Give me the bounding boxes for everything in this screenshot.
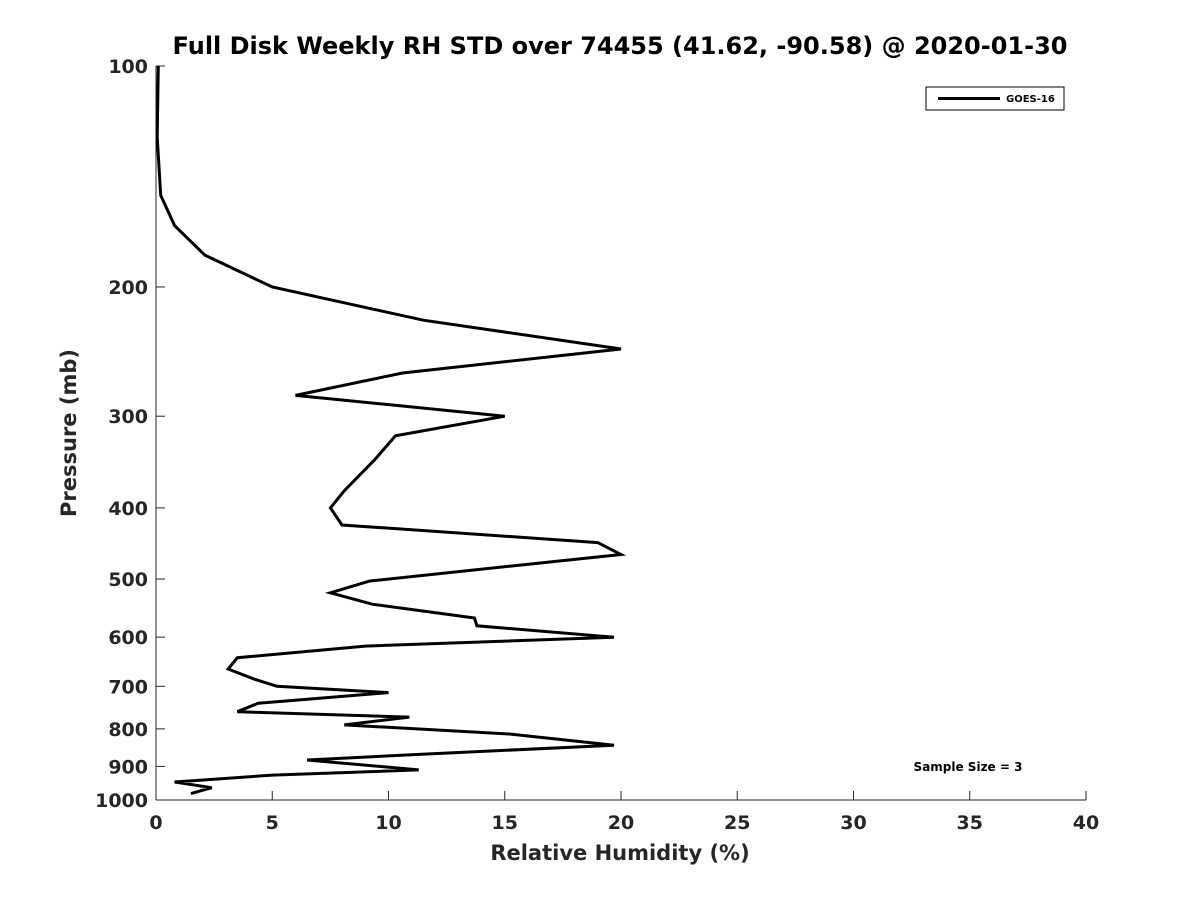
x-tick-label: 15 — [492, 812, 518, 834]
legend-entry-goes-16: GOES-16 — [1006, 94, 1055, 105]
x-tick-label: 30 — [840, 812, 866, 834]
x-tick-label: 35 — [957, 812, 983, 834]
y-tick-label: 900 — [108, 756, 148, 778]
y-tick-label: 800 — [108, 719, 148, 741]
chart-title: Full Disk Weekly RH STD over 74455 (41.6… — [173, 32, 1068, 60]
x-tick-label: 20 — [608, 812, 634, 834]
x-tick-label: 40 — [1073, 812, 1099, 834]
y-axis-label: Pressure (mb) — [57, 349, 81, 517]
y-tick-label: 300 — [108, 406, 148, 428]
y-tick-label: 100 — [108, 56, 148, 78]
x-tick-label: 5 — [266, 812, 279, 834]
y-tick-label: 400 — [108, 498, 148, 520]
x-axis-label: Relative Humidity (%) — [490, 841, 749, 865]
x-tick-label: 0 — [149, 812, 162, 834]
y-tick-label: 600 — [108, 627, 148, 649]
axes: 0 5 10 15 20 25 30 35 40 100 200 300 400 500 600 700 800… — [95, 56, 1099, 834]
x-tick-label: 25 — [724, 812, 750, 834]
sample-size-annotation: Sample Size = 3 — [914, 760, 1023, 774]
legend: GOES-16 — [925, 86, 1065, 111]
series-line-goes-16 — [155, 65, 627, 796]
y-tick-label: 1000 — [95, 790, 148, 812]
y-tick-label: 500 — [108, 569, 148, 591]
x-tick-label: 10 — [375, 812, 401, 834]
y-tick-label: 700 — [108, 676, 148, 698]
y-tick-label: 200 — [108, 277, 148, 299]
plot-area — [155, 65, 627, 796]
